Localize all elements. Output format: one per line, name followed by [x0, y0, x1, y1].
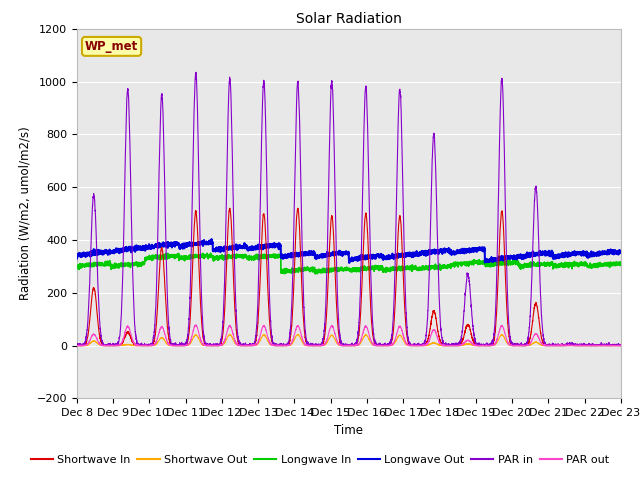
Legend: Shortwave In, Shortwave Out, Longwave In, Longwave Out, PAR in, PAR out: Shortwave In, Shortwave Out, Longwave In… — [26, 451, 614, 469]
Text: WP_met: WP_met — [85, 40, 138, 53]
X-axis label: Time: Time — [334, 424, 364, 437]
Y-axis label: Radiation (W/m2, umol/m2/s): Radiation (W/m2, umol/m2/s) — [18, 127, 31, 300]
Title: Solar Radiation: Solar Radiation — [296, 12, 402, 26]
